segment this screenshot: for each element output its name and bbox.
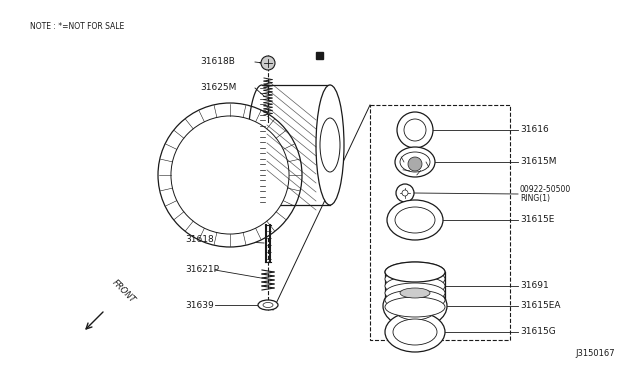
Text: 31618B: 31618B	[200, 58, 235, 67]
Text: 31615E: 31615E	[520, 215, 554, 224]
Ellipse shape	[395, 147, 435, 177]
Circle shape	[408, 307, 414, 313]
Ellipse shape	[385, 312, 445, 352]
Text: 31615G: 31615G	[520, 327, 556, 337]
Ellipse shape	[385, 283, 445, 303]
Text: 31625M: 31625M	[200, 83, 236, 93]
Circle shape	[261, 56, 275, 70]
Ellipse shape	[263, 302, 273, 308]
Ellipse shape	[385, 297, 445, 317]
Ellipse shape	[400, 288, 430, 298]
Circle shape	[416, 307, 422, 313]
Text: NOTE : *=NOT FOR SALE: NOTE : *=NOT FOR SALE	[30, 22, 124, 31]
Text: 31615M: 31615M	[520, 157, 557, 167]
Text: 31621P: 31621P	[185, 266, 219, 275]
Ellipse shape	[392, 292, 438, 320]
Text: 31616: 31616	[520, 125, 548, 135]
Ellipse shape	[258, 300, 278, 310]
Circle shape	[396, 184, 414, 202]
Text: 00922-50500: 00922-50500	[520, 186, 572, 195]
Text: FRONT: FRONT	[110, 278, 137, 305]
Ellipse shape	[393, 319, 437, 345]
Ellipse shape	[395, 207, 435, 233]
Text: J3150167: J3150167	[575, 349, 615, 358]
Text: 31615EA: 31615EA	[520, 301, 561, 311]
Circle shape	[397, 112, 433, 148]
Text: 31618: 31618	[185, 235, 214, 244]
Ellipse shape	[400, 152, 430, 172]
Ellipse shape	[385, 290, 445, 310]
Circle shape	[402, 190, 408, 196]
Ellipse shape	[387, 200, 443, 240]
Text: 31691: 31691	[520, 282, 548, 291]
Text: 31639: 31639	[185, 301, 214, 310]
Ellipse shape	[385, 269, 445, 289]
Bar	[370, 105, 510, 340]
Ellipse shape	[385, 262, 445, 282]
Ellipse shape	[383, 284, 447, 328]
Bar	[316, 52, 323, 59]
Ellipse shape	[320, 118, 340, 172]
Ellipse shape	[316, 85, 344, 205]
Bar	[410, 328, 420, 336]
Ellipse shape	[385, 262, 445, 282]
Circle shape	[158, 103, 302, 247]
Ellipse shape	[385, 276, 445, 296]
Circle shape	[408, 157, 422, 171]
Text: RING(1): RING(1)	[520, 195, 550, 203]
Circle shape	[404, 119, 426, 141]
Text: 31630: 31630	[185, 135, 214, 144]
Circle shape	[171, 116, 289, 234]
